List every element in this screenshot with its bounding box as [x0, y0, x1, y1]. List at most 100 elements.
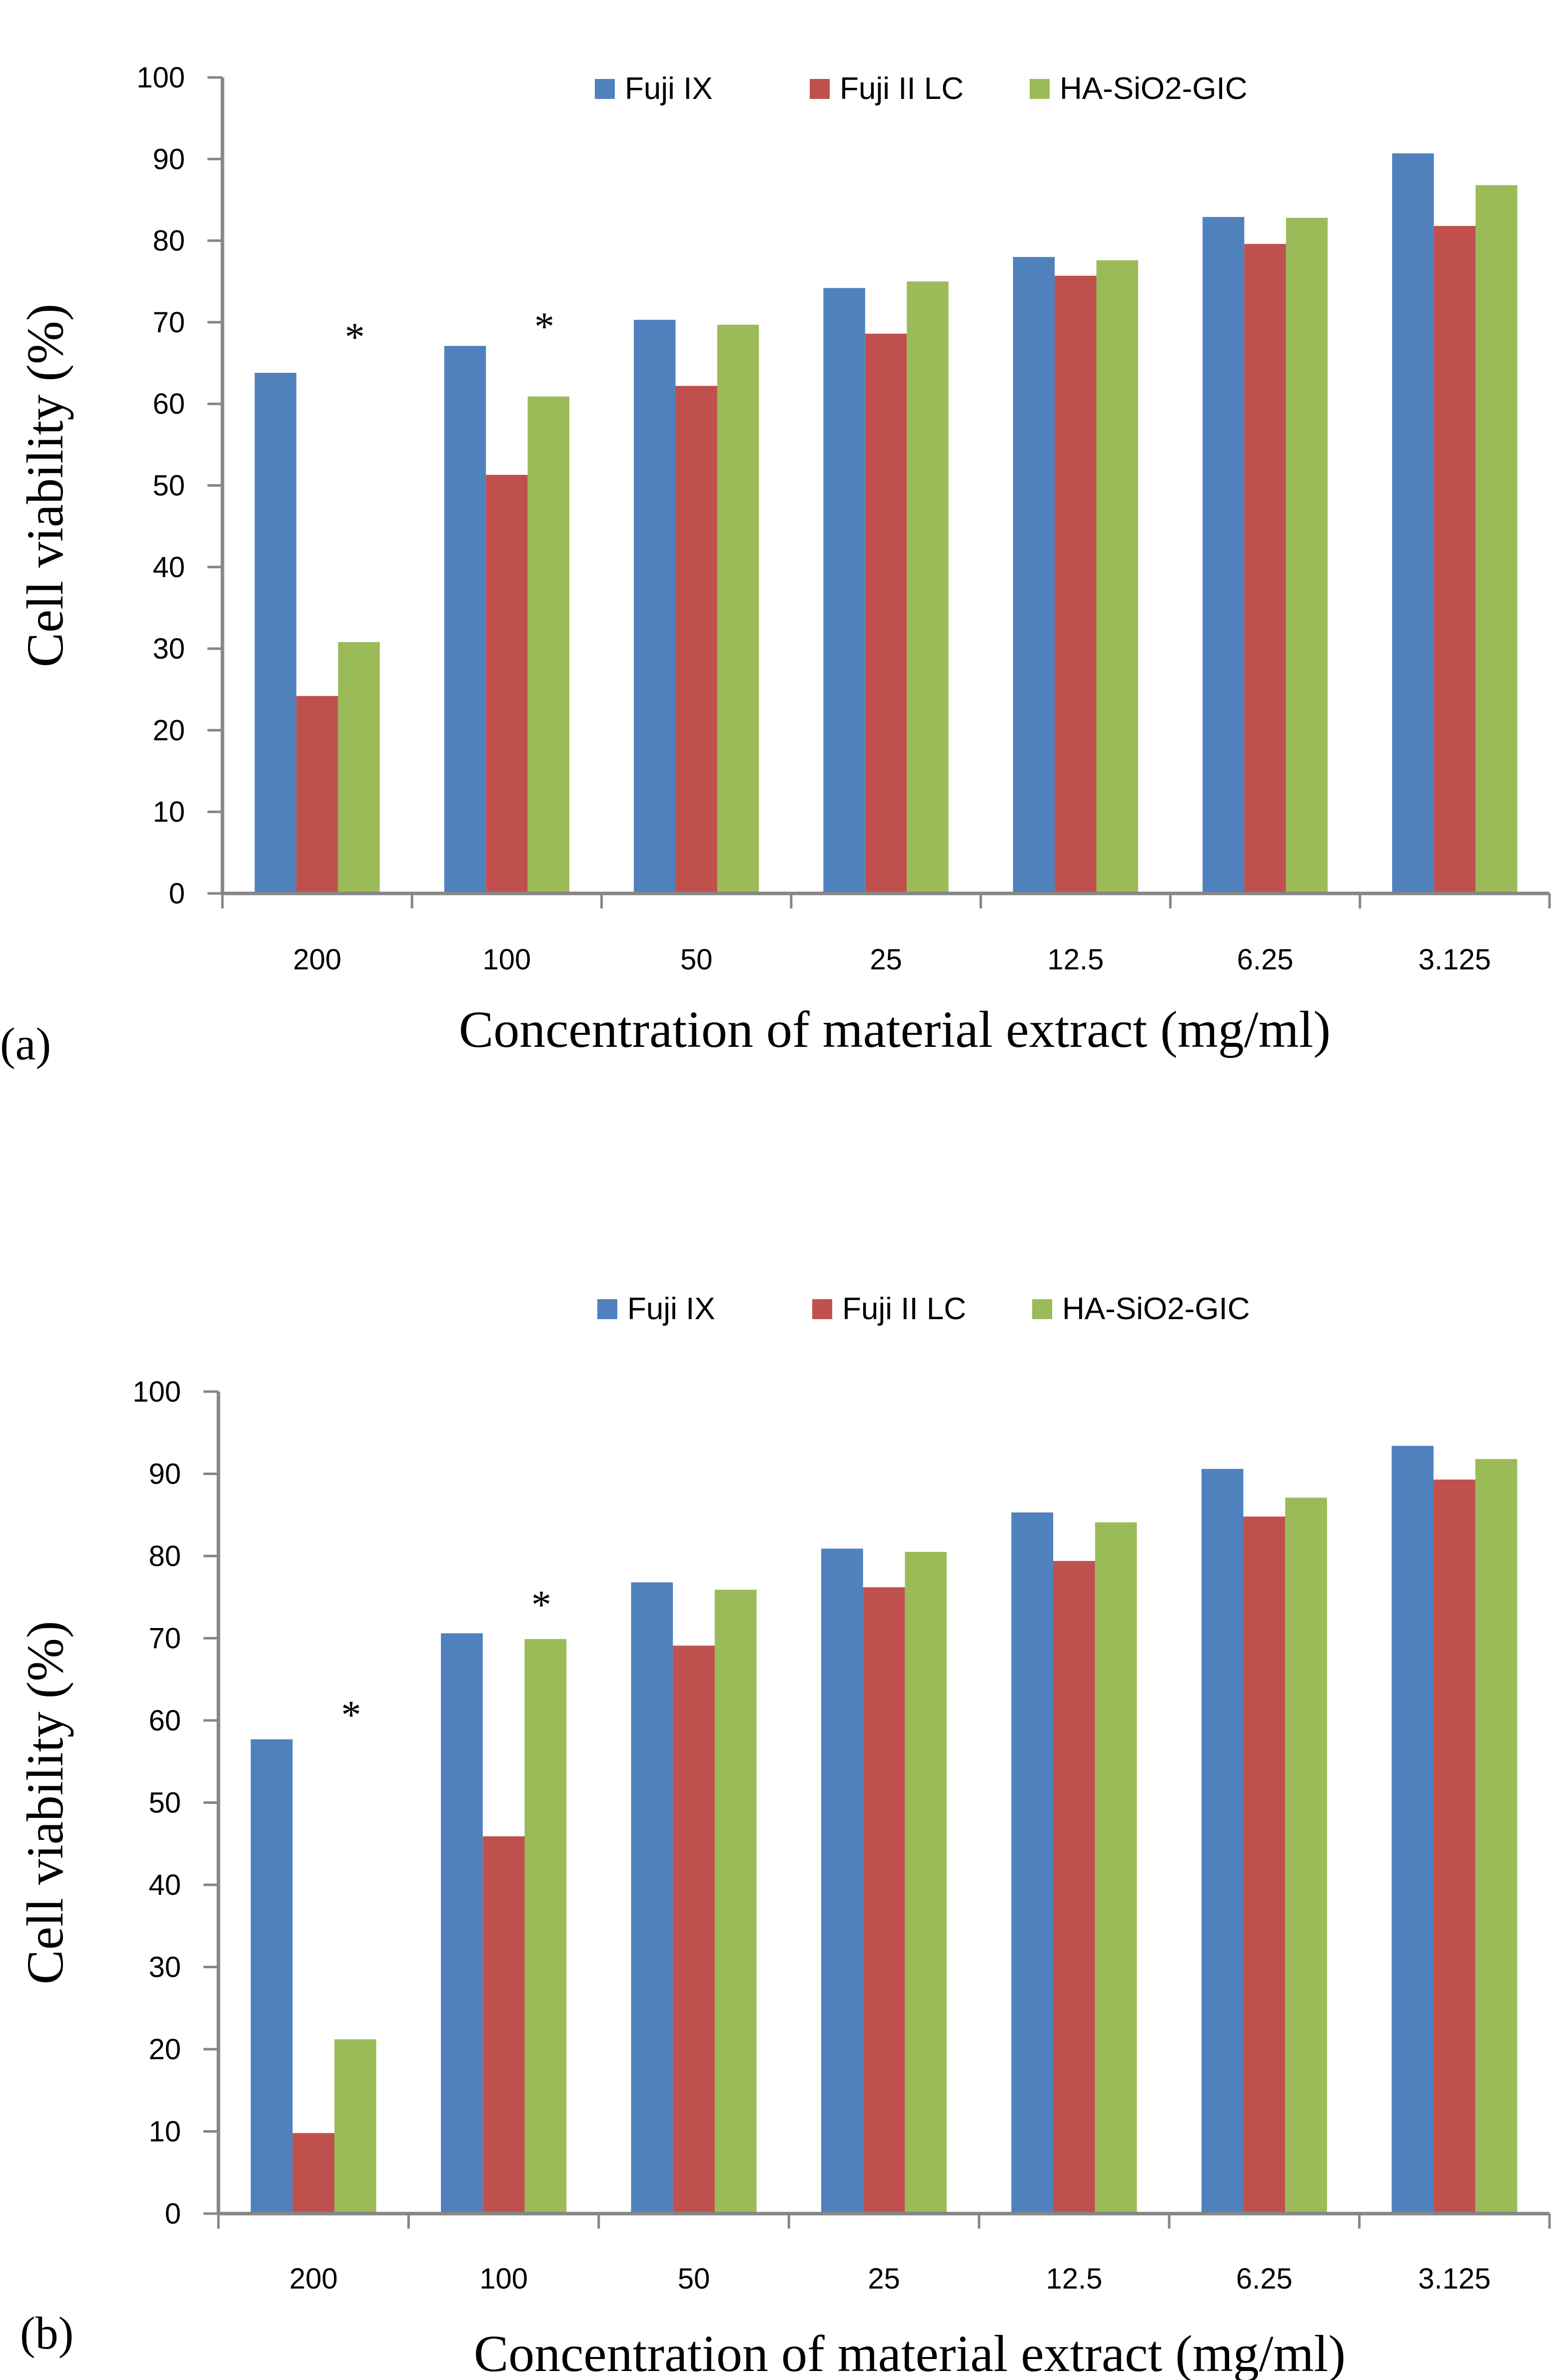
y-tick-label: 40: [148, 1869, 181, 1901]
legend-swatch-fuji-ii-lc: [812, 1299, 832, 1319]
bar-fuji-ii-lc-50: [675, 386, 717, 893]
y-tick-label: 30: [152, 633, 185, 665]
legend-label: Fuji II LC: [840, 71, 964, 106]
bar-fuji-ii-lc-25: [863, 1587, 905, 2214]
bar-ha-sio2-gic-6_25: [1285, 1498, 1327, 2214]
bar-fuji-ii-lc-200: [292, 2133, 335, 2214]
bar-fuji-ix-3_125: [1392, 153, 1434, 893]
bar-fuji-ii-lc-100: [482, 1836, 525, 2214]
y-tick-label: 100: [136, 61, 185, 94]
bar-fuji-ix-12_5: [1011, 1512, 1054, 2214]
bar-fuji-ii-lc-6_25: [1243, 1517, 1286, 2214]
significance-star: *: [534, 305, 554, 349]
significance-star: *: [341, 1693, 361, 1737]
bar-fuji-ii-lc-12_5: [1055, 275, 1097, 893]
bar-fuji-ii-lc-12_5: [1053, 1561, 1095, 2214]
bar-fuji-ii-lc-3_125: [1433, 1480, 1476, 2214]
y-tick-label: 60: [148, 1704, 181, 1737]
legend-label: HA-SiO2-GIC: [1062, 1292, 1250, 1326]
bar-fuji-ix-6_25: [1202, 217, 1245, 893]
bar-fuji-ix-200: [250, 1739, 293, 2214]
bar-ha-sio2-gic-25: [907, 281, 949, 893]
x-tick-label: 200: [289, 2263, 338, 2295]
x-tick-label: 100: [479, 2263, 528, 2295]
x-tick-label: 12.5: [1047, 943, 1104, 976]
bar-fuji-ix-100: [444, 346, 486, 893]
y-tick-label: 0: [169, 877, 185, 910]
bar-ha-sio2-gic-200: [338, 642, 380, 893]
x-tick-label: 200: [293, 943, 341, 976]
y-tick-label: 90: [152, 143, 185, 175]
legend-label: Fuji IX: [625, 71, 713, 106]
legend-swatch-ha-sio2-gic: [1032, 1299, 1052, 1319]
bar-fuji-ii-lc-200: [296, 696, 338, 893]
bar-fuji-ix-50: [634, 320, 676, 893]
legend-swatch-fuji-ii-lc: [810, 79, 830, 99]
bar-ha-sio2-gic-50: [714, 1589, 757, 2214]
x-axis-title: Concentration of material extract (mg/ml…: [474, 2325, 1346, 2380]
legend-label: Fuji II LC: [842, 1292, 966, 1326]
bar-fuji-ix-25: [823, 288, 865, 894]
y-tick-label: 60: [152, 388, 185, 420]
bar-fuji-ii-lc-6_25: [1244, 244, 1286, 894]
bar-fuji-ii-lc-3_125: [1434, 226, 1476, 893]
y-tick-label: 20: [152, 714, 185, 747]
chart-panel-a: 0 10 20 30 40 50 60 70 80 90 100 200 100 50 25 12.5 6.25…: [0, 61, 1551, 1069]
y-tick-label: 80: [148, 1540, 181, 1573]
bar-ha-sio2-gic-6_25: [1286, 217, 1328, 894]
bar-ha-sio2-gic-50: [717, 324, 759, 893]
y-tick-label: 100: [132, 1376, 181, 1408]
y-tick-label: 0: [165, 2198, 181, 2230]
x-tick-label: 6.25: [1236, 2263, 1293, 2295]
x-tick-label: 25: [868, 2263, 900, 2295]
legend-label: HA-SiO2-GIC: [1060, 71, 1247, 106]
y-tick-label: 40: [152, 551, 185, 584]
y-axis-title: Cell viability (%): [16, 1621, 74, 1985]
y-axis-title: Cell viability (%): [16, 304, 74, 668]
bar-ha-sio2-gic-3_125: [1476, 185, 1518, 893]
x-tick-label: 50: [678, 2263, 710, 2295]
x-tick-label: 3.125: [1418, 2263, 1491, 2295]
bar-fuji-ix-3_125: [1392, 1446, 1434, 2214]
bar-fuji-ii-lc-100: [486, 475, 528, 893]
legend-swatch-fuji-ix: [597, 1299, 617, 1319]
panel-label: (a): [0, 1018, 51, 1069]
x-tick-label: 100: [483, 943, 531, 976]
significance-star: *: [345, 315, 365, 359]
legend-swatch-ha-sio2-gic: [1030, 79, 1050, 99]
bar-fuji-ii-lc-50: [673, 1645, 715, 2214]
legend-swatch-fuji-ix: [595, 79, 615, 99]
bar-fuji-ii-lc-25: [865, 333, 907, 894]
bar-ha-sio2-gic-200: [334, 2039, 376, 2214]
legend-label: Fuji IX: [627, 1292, 715, 1326]
panel-label: (b): [20, 2308, 73, 2359]
bar-fuji-ix-100: [441, 1633, 483, 2214]
bar-ha-sio2-gic-3_125: [1475, 1459, 1518, 2214]
bar-ha-sio2-gic-12_5: [1096, 260, 1138, 893]
bar-fuji-ix-200: [254, 373, 296, 893]
legend: Fuji IX Fuji II LC HA-SiO2-GIC: [597, 1292, 1250, 1326]
y-tick-label: 70: [148, 1622, 181, 1655]
y-tick-label: 30: [148, 1951, 181, 1984]
x-tick-label: 25: [870, 943, 902, 976]
y-tick-label: 50: [152, 470, 185, 502]
y-tick-label: 50: [148, 1787, 181, 1819]
y-tick-label: 90: [148, 1458, 181, 1491]
y-tick-label: 10: [148, 2116, 181, 2148]
x-tick-label: 6.25: [1237, 943, 1294, 976]
y-tick-label: 80: [152, 225, 185, 257]
bar-fuji-ix-50: [631, 1582, 673, 2214]
bar-ha-sio2-gic-25: [905, 1552, 947, 2214]
y-tick-label: 70: [152, 306, 185, 339]
bar-fuji-ix-12_5: [1013, 257, 1055, 893]
x-tick-label: 3.125: [1419, 943, 1491, 976]
bar-fuji-ix-25: [821, 1549, 863, 2214]
x-tick-label: 50: [680, 943, 713, 976]
x-tick-label: 12.5: [1046, 2263, 1102, 2295]
significance-star: *: [531, 1583, 551, 1627]
y-tick-label: 10: [152, 796, 185, 828]
x-axis-title: Concentration of material extract (mg/ml…: [459, 1001, 1331, 1058]
legend: Fuji IX Fuji II LC HA-SiO2-GIC: [595, 71, 1247, 106]
y-tick-label: 20: [148, 2033, 181, 2066]
